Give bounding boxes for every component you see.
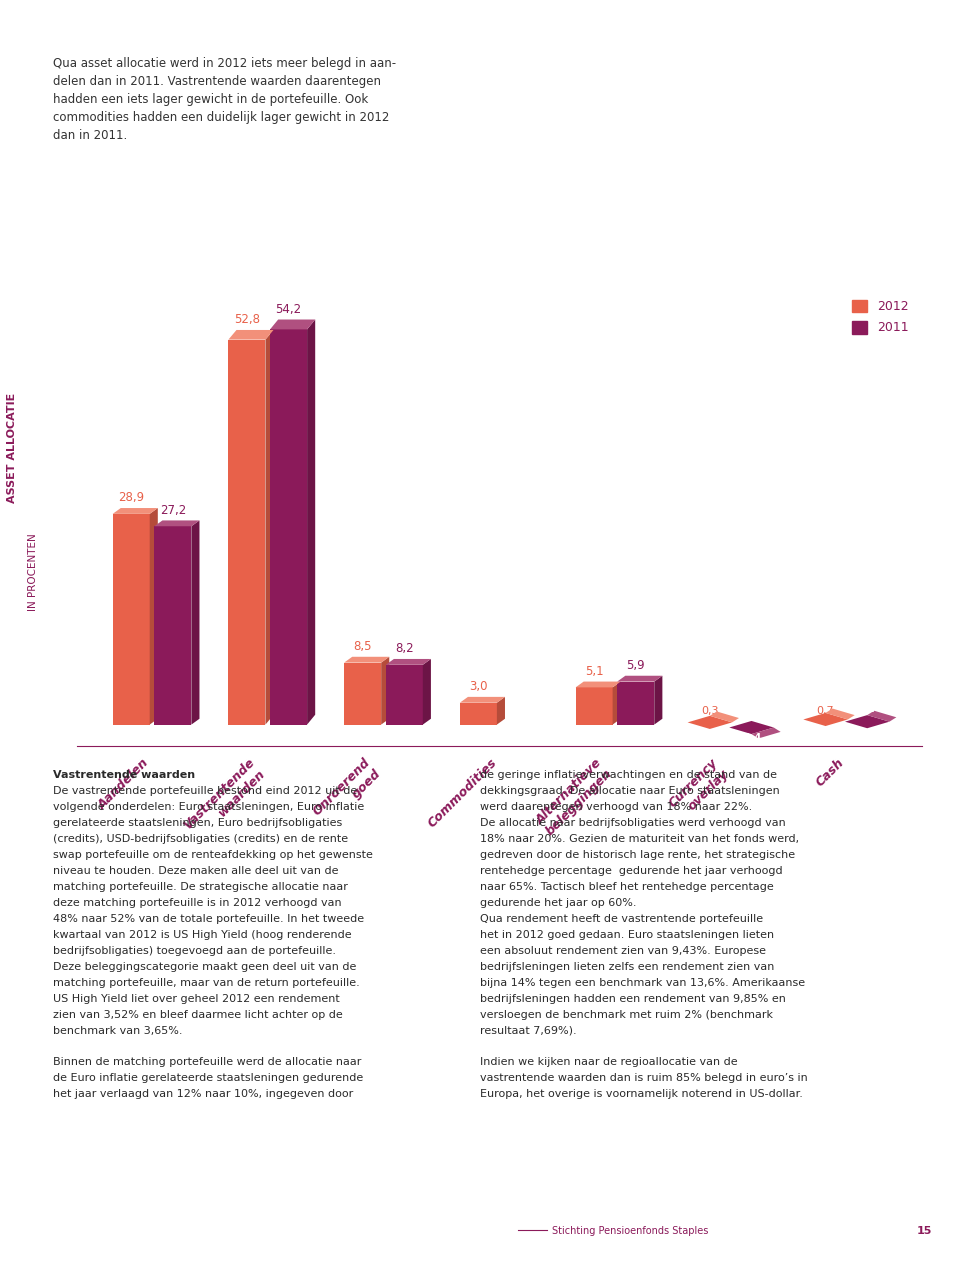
- Polygon shape: [270, 329, 307, 725]
- Text: benchmark van 3,65%.: benchmark van 3,65%.: [53, 1026, 182, 1036]
- Text: Europa, het overige is voornamelijk noterend in US-dollar.: Europa, het overige is voornamelijk note…: [480, 1090, 803, 1100]
- Text: werd daarentegen verhoogd van 18% naar 22%.: werd daarentegen verhoogd van 18% naar 2…: [480, 803, 753, 813]
- Text: 48% naar 52% van de totale portefeuille. In het tweede: 48% naar 52% van de totale portefeuille.…: [53, 914, 364, 924]
- Text: Qua asset allocatie werd in 2012 iets meer belegd in aan-: Qua asset allocatie werd in 2012 iets me…: [53, 57, 396, 70]
- Text: 18% naar 20%. Gezien de maturiteit van het fonds werd,: 18% naar 20%. Gezien de maturiteit van h…: [480, 835, 799, 845]
- Text: dekkingsgraad. De allocatie naar Euro staatsleningen: dekkingsgraad. De allocatie naar Euro st…: [480, 786, 780, 796]
- Polygon shape: [344, 662, 381, 725]
- Text: matching portefeuille, maar van de return portefeuille.: matching portefeuille, maar van de retur…: [53, 977, 360, 988]
- Text: (credits), USD-bedrijfsobligaties (credits) en de rente: (credits), USD-bedrijfsobligaties (credi…: [53, 835, 348, 845]
- Text: 27,2: 27,2: [159, 504, 186, 517]
- Text: Qua rendement heeft de vastrentende portefeuille: Qua rendement heeft de vastrentende port…: [480, 914, 763, 924]
- Text: de geringe inflatieverwachtingen en de stand van de: de geringe inflatieverwachtingen en de s…: [480, 771, 777, 781]
- Text: 8,5: 8,5: [353, 641, 372, 653]
- Polygon shape: [228, 330, 274, 339]
- Text: De allocatie naar bedrijfsobligaties werd verhoogd van: De allocatie naar bedrijfsobligaties wer…: [480, 818, 785, 828]
- Polygon shape: [228, 339, 265, 725]
- Text: gedurende het jaar op 60%.: gedurende het jaar op 60%.: [480, 898, 636, 909]
- Text: vastrentende waarden dan is ruim 85% belegd in euro’s in: vastrentende waarden dan is ruim 85% bel…: [480, 1073, 807, 1083]
- Polygon shape: [344, 657, 389, 662]
- Text: 3,0: 3,0: [469, 680, 488, 693]
- Polygon shape: [191, 521, 200, 725]
- Text: Stichting Pensioenfonds Staples: Stichting Pensioenfonds Staples: [552, 1226, 708, 1236]
- Text: kwartaal van 2012 is US High Yield (hoog renderende: kwartaal van 2012 is US High Yield (hoog…: [53, 930, 351, 940]
- Polygon shape: [576, 681, 621, 688]
- Text: matching portefeuille. De strategische allocatie naar: matching portefeuille. De strategische a…: [53, 882, 348, 892]
- Text: volgende onderdelen: Euro staatsleningen, Euro inflatie: volgende onderdelen: Euro staatsleningen…: [53, 803, 364, 813]
- Text: deze matching portefeuille is in 2012 verhoogd van: deze matching portefeuille is in 2012 ve…: [53, 898, 342, 909]
- Polygon shape: [307, 319, 315, 725]
- Polygon shape: [155, 526, 191, 725]
- Polygon shape: [804, 713, 848, 726]
- Text: hadden een iets lager gewicht in de portefeuille. Ook: hadden een iets lager gewicht in de port…: [53, 93, 368, 106]
- Text: zien van 3,52% en bleef daarmee licht achter op de: zien van 3,52% en bleef daarmee licht ac…: [53, 1009, 343, 1020]
- Polygon shape: [155, 521, 200, 526]
- Polygon shape: [867, 711, 897, 722]
- Legend: 2012, 2011: 2012, 2011: [846, 293, 915, 341]
- Text: bijna 14% tegen een benchmark van 13,6%. Amerikaanse: bijna 14% tegen een benchmark van 13,6%.…: [480, 977, 805, 988]
- Text: 0,4: 0,4: [858, 703, 876, 713]
- Text: Deze beleggingscategorie maakt geen deel uit van de: Deze beleggingscategorie maakt geen deel…: [53, 962, 356, 972]
- Text: 28,9: 28,9: [118, 491, 144, 504]
- Text: Vastrentende waarden: Vastrentende waarden: [53, 771, 195, 781]
- Polygon shape: [386, 665, 422, 725]
- Text: 54,2: 54,2: [276, 302, 301, 316]
- Text: 0,7: 0,7: [817, 707, 834, 716]
- Text: dan in 2011.: dan in 2011.: [53, 129, 127, 142]
- Polygon shape: [460, 697, 505, 703]
- Polygon shape: [845, 715, 889, 729]
- Polygon shape: [730, 721, 774, 734]
- Text: 52,8: 52,8: [234, 314, 260, 327]
- Polygon shape: [422, 658, 431, 725]
- Polygon shape: [687, 716, 732, 729]
- Text: commodities hadden een duidelijk lager gewicht in 2012: commodities hadden een duidelijk lager g…: [53, 111, 389, 124]
- Text: het in 2012 goed gedaan. Euro staatsleningen lieten: het in 2012 goed gedaan. Euro staatsleni…: [480, 930, 774, 940]
- Polygon shape: [460, 703, 497, 725]
- Text: De vastrentende portefeuille bestond eind 2012 uit de: De vastrentende portefeuille bestond ein…: [53, 786, 357, 796]
- Text: gerelateerde staatsleningen, Euro bedrijfsobligaties: gerelateerde staatsleningen, Euro bedrij…: [53, 818, 342, 828]
- Text: een absoluut rendement zien van 9,43%. Europese: een absoluut rendement zien van 9,43%. E…: [480, 946, 766, 956]
- Text: Binnen de matching portefeuille werd de allocatie naar: Binnen de matching portefeuille werd de …: [53, 1058, 361, 1068]
- Text: US High Yield liet over geheel 2012 een rendement: US High Yield liet over geheel 2012 een …: [53, 994, 340, 1004]
- Text: rentehedge percentage  gedurende het jaar verhoogd: rentehedge percentage gedurende het jaar…: [480, 866, 782, 877]
- Text: gedreven door de historisch lage rente, het strategische: gedreven door de historisch lage rente, …: [480, 850, 795, 860]
- Text: IN PROCENTEN: IN PROCENTEN: [28, 533, 37, 611]
- Text: bedrijfsleningen hadden een rendement van 9,85% en: bedrijfsleningen hadden een rendement va…: [480, 994, 786, 1004]
- Text: ASSET ALLOCATIE: ASSET ALLOCATIE: [7, 393, 16, 503]
- Text: 15: 15: [917, 1226, 932, 1236]
- Text: 5,9: 5,9: [627, 660, 645, 672]
- Polygon shape: [112, 508, 157, 514]
- Polygon shape: [617, 681, 655, 725]
- Polygon shape: [576, 688, 612, 725]
- Text: Indien we kijken naar de regioallocatie van de: Indien we kijken naar de regioallocatie …: [480, 1058, 737, 1068]
- Text: 5,1: 5,1: [585, 665, 604, 678]
- Text: niveau te houden. Deze maken alle deel uit van de: niveau te houden. Deze maken alle deel u…: [53, 866, 338, 877]
- Polygon shape: [386, 658, 431, 665]
- Polygon shape: [112, 514, 150, 725]
- Text: swap portefeuille om de renteafdekking op het gewenste: swap portefeuille om de renteafdekking o…: [53, 850, 372, 860]
- Polygon shape: [826, 708, 854, 720]
- Text: 8,2: 8,2: [395, 642, 414, 656]
- Polygon shape: [150, 508, 157, 725]
- Text: bedrijfsleningen lieten zelfs een rendement zien van: bedrijfsleningen lieten zelfs een rendem…: [480, 962, 775, 972]
- Polygon shape: [381, 657, 389, 725]
- Polygon shape: [655, 676, 662, 725]
- Polygon shape: [265, 330, 274, 725]
- Polygon shape: [612, 681, 621, 725]
- Text: 0,3: 0,3: [701, 707, 719, 716]
- Polygon shape: [270, 319, 315, 329]
- Text: -0,4: -0,4: [741, 732, 762, 743]
- Polygon shape: [497, 697, 505, 725]
- Polygon shape: [752, 727, 780, 739]
- Text: de Euro inflatie gerelateerde staatsleningen gedurende: de Euro inflatie gerelateerde staatsleni…: [53, 1073, 363, 1083]
- Text: bedrijfsobligaties) toegevoegd aan de portefeuille.: bedrijfsobligaties) toegevoegd aan de po…: [53, 946, 336, 956]
- Polygon shape: [617, 676, 662, 681]
- Text: naar 65%. Tactisch bleef het rentehedge percentage: naar 65%. Tactisch bleef het rentehedge …: [480, 882, 774, 892]
- Polygon shape: [709, 712, 739, 722]
- Text: het jaar verlaagd van 12% naar 10%, ingegeven door: het jaar verlaagd van 12% naar 10%, inge…: [53, 1090, 353, 1100]
- Text: delen dan in 2011. Vastrentende waarden daarentegen: delen dan in 2011. Vastrentende waarden …: [53, 75, 381, 88]
- Text: resultaat 7,69%).: resultaat 7,69%).: [480, 1026, 577, 1036]
- Text: versloegen de benchmark met ruim 2% (benchmark: versloegen de benchmark met ruim 2% (ben…: [480, 1009, 773, 1020]
